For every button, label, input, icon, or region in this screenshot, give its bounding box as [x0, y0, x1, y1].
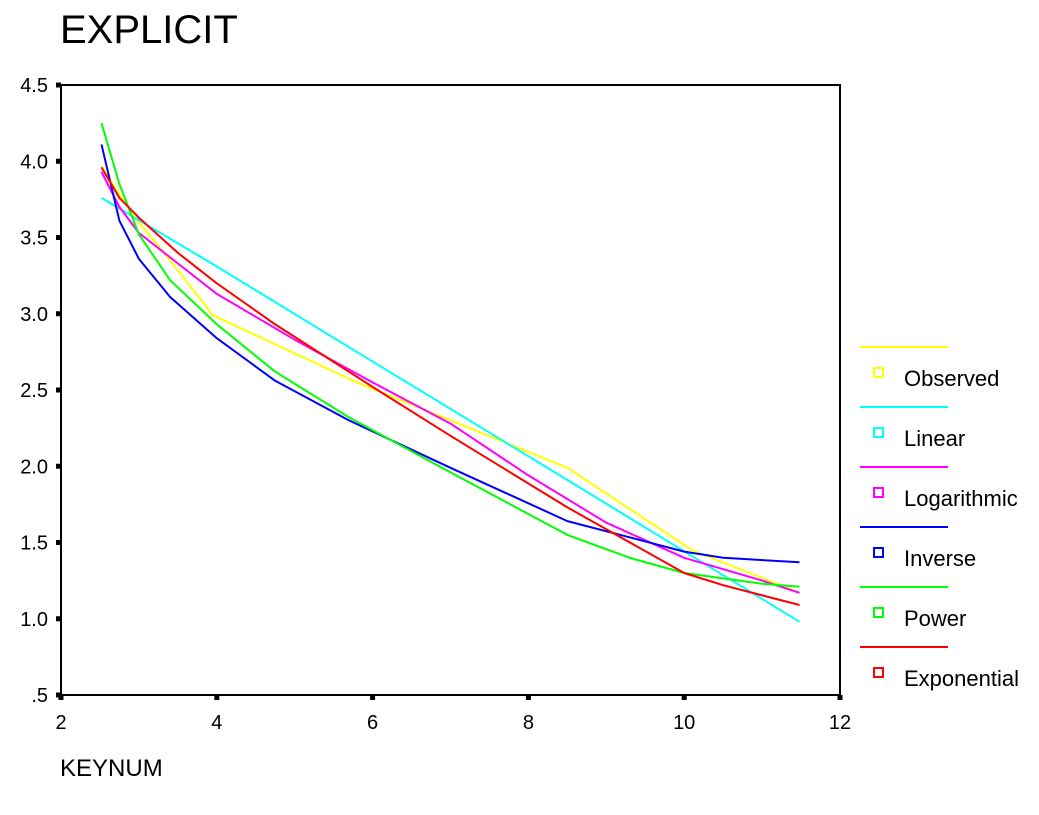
y-tick-label: 4.0: [20, 151, 48, 173]
x-tick-mark: [370, 695, 376, 700]
series-line-power: [100, 122, 800, 588]
y-tick-mark: [56, 540, 61, 545]
legend-label-linear: Linear: [904, 426, 965, 451]
series-line-inverse: [100, 144, 800, 564]
series-line-exponential: [100, 166, 800, 606]
x-tick-label: 2: [55, 712, 66, 734]
y-tick-label: 3.5: [20, 228, 48, 250]
y-tick-mark: [56, 235, 61, 240]
y-tick-label: 2.5: [20, 380, 48, 402]
legend-label-inverse: Inverse: [904, 546, 976, 571]
y-tick-label: .5: [31, 685, 48, 707]
x-tick-label: 10: [673, 712, 695, 734]
y-tick-mark: [56, 311, 61, 317]
plot-frame: [60, 84, 841, 696]
x-tick-mark: [525, 695, 531, 700]
x-tick-mark: [214, 695, 220, 700]
y-tick-label: 4.5: [20, 75, 48, 97]
legend-label-logarithmic: Logarithmic: [904, 486, 1018, 511]
legend-marker-inverse: [873, 547, 884, 558]
x-tick-label: 4: [211, 712, 222, 734]
y-tick-mark: [56, 463, 61, 469]
y-tick-mark: [56, 158, 61, 164]
legend-marker-power: [873, 607, 884, 618]
legend-label-observed: Observed: [904, 366, 999, 391]
legend-marker-logarithmic: [873, 487, 884, 498]
x-tick-mark: [58, 695, 64, 700]
y-tick-label: 3.0: [20, 304, 48, 326]
series-line-logarithmic: [100, 171, 800, 594]
x-tick-mark: [681, 695, 687, 700]
y-tick-label: 2.0: [20, 456, 48, 478]
series-line-observed: [100, 165, 800, 594]
legend-marker-observed: [873, 367, 884, 378]
x-axis-title: KEYNUM: [60, 755, 163, 782]
y-tick-mark: [56, 82, 61, 88]
y-tick-label: 1.5: [20, 533, 48, 555]
y-tick-label: 1.0: [20, 609, 48, 631]
x-tick-label: 6: [367, 712, 378, 734]
legend-label-exponential: Exponential: [904, 666, 1019, 691]
x-tick-label: 8: [523, 712, 534, 734]
x-tick-label: 12: [829, 712, 851, 734]
legend-marker-exponential: [873, 667, 884, 678]
chart-title: EXPLICIT: [60, 8, 238, 52]
legend-label-power: Power: [904, 606, 966, 631]
legend-marker-linear: [873, 427, 884, 438]
x-tick-mark: [837, 695, 843, 700]
series-line-linear: [100, 197, 801, 623]
y-tick-mark: [56, 616, 61, 622]
y-tick-mark: [56, 387, 61, 393]
